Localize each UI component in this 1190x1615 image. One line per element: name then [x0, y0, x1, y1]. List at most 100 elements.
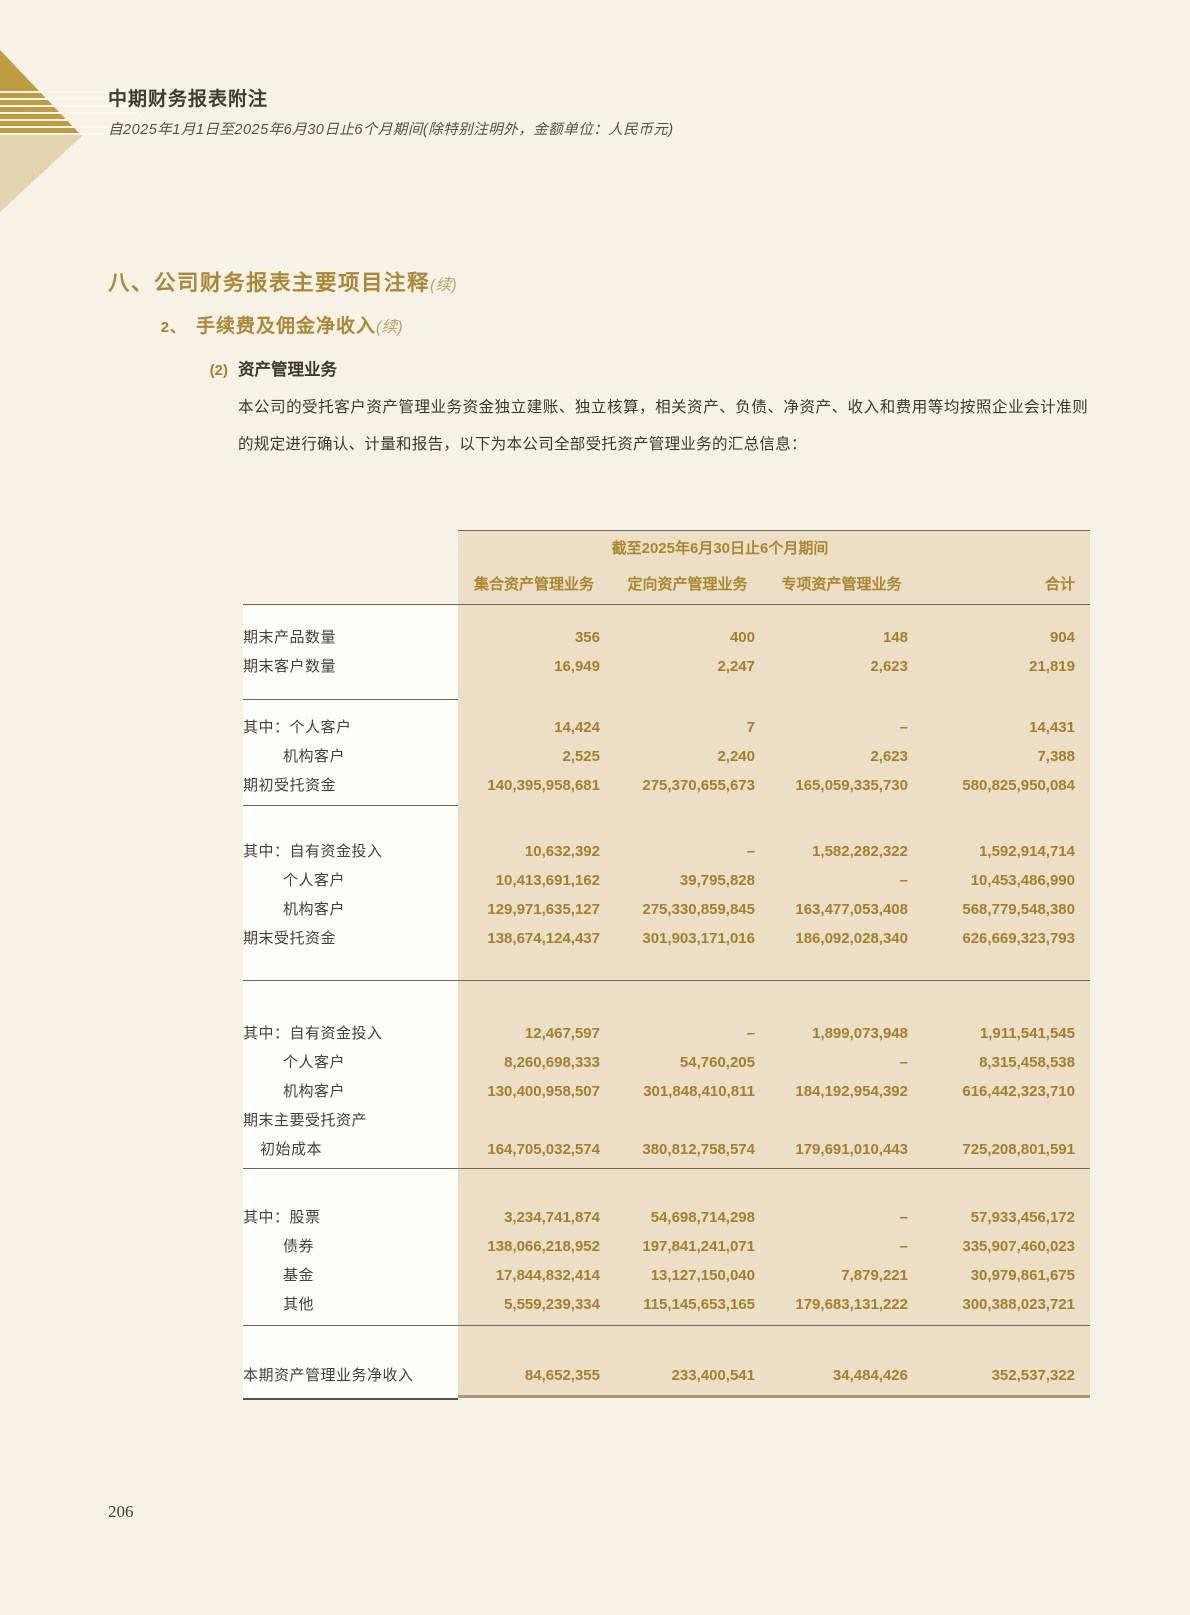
cell-value: 2,240 [717, 748, 755, 765]
cell-value: 12,467,597 [524, 1025, 600, 1042]
table-row-group: 其中：自有资金投入 10,632,392 – 1,582,282,322 1,592,9… [243, 806, 1090, 981]
table-row: 其中：自有资金投入 12,467,597 – 1,899,073,948 1,911,5… [243, 1019, 1090, 1048]
cell-value: 179,691,010,443 [795, 1141, 908, 1158]
row-label: 机构客户 [283, 1083, 346, 1100]
cell-value: 184,192,954,392 [795, 1083, 908, 1100]
cell-value: 14,431 [1029, 719, 1075, 736]
table-label-column-background [243, 606, 458, 1398]
table-row-group: 其中：股票 3,234,741,874 54,698,714,298 – 57,933,… [243, 1169, 1090, 1326]
cell-value: 164,705,032,574 [487, 1141, 600, 1158]
cell-value: 186,092,028,340 [795, 930, 908, 947]
section-title: 八、公司财务报表主要项目注释 [108, 271, 431, 295]
cell-value: 335,907,460,023 [962, 1238, 1075, 1255]
cell-value: 39,795,828 [679, 872, 755, 889]
table-header: 截至2025年6月30日止6个月期间 集合资产管理业务 定向资产管理业务 专项资… [243, 530, 1090, 605]
cell-value: 10,413,691,162 [495, 872, 600, 889]
cell-value: 1,899,073,948 [812, 1025, 908, 1042]
cell-value: 17,844,832,414 [495, 1267, 600, 1284]
cell-value: 626,669,323,793 [962, 930, 1075, 947]
row-label: 个人客户 [283, 872, 346, 889]
cell-value: 2,623 [870, 748, 908, 765]
cell-value: 148 [882, 629, 908, 646]
cell-value: 30,979,861,675 [970, 1267, 1075, 1284]
cell-value: 8,260,698,333 [504, 1054, 600, 1071]
table-row: 本期资产管理业务净收入 84,652,355 233,400,541 34,484,4… [243, 1361, 1090, 1390]
table-row: 其他 5,559,239,334 115,145,653,165 179,683,13… [243, 1290, 1090, 1319]
cell-value: 5,559,239,334 [504, 1296, 600, 1313]
section-heading: 八、公司财务报表主要项目注释(续) [108, 266, 457, 297]
cell-value: 7,879,221 [841, 1267, 908, 1284]
cell-value: 14,424 [554, 719, 600, 736]
row-label: 期末主要受托资产 [243, 1112, 368, 1129]
row-label: 其中：个人客户 [243, 719, 352, 736]
item-title: 资产管理业务 [238, 361, 337, 379]
table-row: 期末产品数量 356 400 148 904 [243, 623, 1090, 652]
row-label: 期末产品数量 [243, 629, 337, 646]
corner-decoration [0, 0, 240, 230]
cell-value: 54,698,714,298 [650, 1209, 755, 1226]
cell-value: – [746, 843, 755, 860]
cell-value: 163,477,053,408 [795, 901, 908, 918]
table-row: 其中：个人客户 14,424 7 – 14,431 [243, 713, 1090, 742]
column-header-total: 合计 [1044, 576, 1075, 593]
cell-value: 138,066,218,952 [487, 1238, 600, 1255]
cell-value: 725,208,801,591 [962, 1141, 1075, 1158]
cell-value: – [899, 872, 908, 889]
item-heading: (2) 资产管理业务 [196, 356, 337, 380]
intro-paragraph: 本公司的受托客户资产管理业务资金独立建账、独立核算，相关资产、负债、净资产、收入… [238, 399, 1088, 453]
cell-value: 16,949 [554, 658, 600, 675]
table-row: 期末受托资金 138,674,124,437 301,903,171,016 186,… [243, 924, 1090, 953]
row-label: 债券 [283, 1238, 315, 1255]
subsection-heading: 2、 手续费及佣金净收入(续) [153, 311, 403, 338]
cell-value: 21,819 [1029, 658, 1075, 675]
cell-value: 301,903,171,016 [642, 930, 755, 947]
row-label: 机构客户 [283, 901, 346, 918]
table-row: 其中：自有资金投入 10,632,392 – 1,582,282,322 1,592,9… [243, 837, 1090, 866]
cell-value: 115,145,653,165 [643, 1296, 755, 1313]
cell-value: 34,484,426 [832, 1367, 908, 1384]
table-body: 期末产品数量 356 400 148 904 期末客户数量 16,949 2,247 2,623… [243, 605, 1090, 1400]
cell-value: 2,623 [870, 658, 908, 675]
table-row: 债券 138,066,218,952 197,841,241,071 – 335,907… [243, 1232, 1090, 1261]
cell-value: 3,234,741,874 [504, 1209, 600, 1226]
cell-value: – [746, 1025, 755, 1042]
cell-value: 1,592,914,714 [979, 843, 1075, 860]
row-label: 期末受托资金 [243, 930, 337, 947]
cell-value: 904 [1049, 629, 1075, 646]
page-number: 206 [108, 1502, 134, 1521]
table-row: 期末主要受托资产 [243, 1106, 1090, 1135]
cell-value: 380,812,758,574 [642, 1141, 755, 1158]
subsection-title: 手续费及佣金净收入 [196, 316, 377, 337]
cell-value: 2,247 [717, 658, 755, 675]
table-row-group: 其中：自有资金投入 12,467,597 – 1,899,073,948 1,911,5… [243, 981, 1090, 1169]
cell-value: 580,825,950,084 [962, 777, 1075, 794]
table-row: 其中：股票 3,234,741,874 54,698,714,298 – 57,933,… [243, 1203, 1090, 1232]
row-label: 其中：自有资金投入 [243, 1025, 383, 1042]
cell-value: 568,779,548,380 [962, 901, 1075, 918]
cell-value: 165,059,335,730 [795, 777, 908, 794]
cell-value: 275,330,859,845 [642, 901, 755, 918]
row-label: 本期资产管理业务净收入 [243, 1367, 414, 1384]
cell-value: – [899, 1238, 908, 1255]
cell-value [610, 1106, 765, 1135]
cell-value [765, 1106, 918, 1135]
cell-value: 1,582,282,322 [812, 843, 908, 860]
table-row-group: 本期资产管理业务净收入 84,652,355 233,400,541 34,484,4… [243, 1326, 1090, 1400]
cell-value: 8,315,458,538 [979, 1054, 1075, 1071]
table-row: 期初受托资金 140,395,958,681 275,370,655,673 165,… [243, 771, 1090, 800]
page-title: 中期财务报表附注 [108, 89, 269, 110]
cell-value: 10,453,486,990 [970, 872, 1075, 889]
table-row: 期末客户数量 16,949 2,247 2,623 21,819 [243, 652, 1090, 681]
cell-value [458, 1106, 610, 1135]
tan-triangle-icon [0, 134, 84, 212]
cell-value: 84,652,355 [524, 1367, 600, 1384]
cell-value: 1,911,541,545 [979, 1025, 1075, 1042]
cell-value: 130,400,958,507 [487, 1083, 600, 1100]
page-subtitle: 自2025年1月1日至2025年6月30日止6个月期间(除特别注明外，金额单位：… [108, 122, 674, 138]
table-row: 个人客户 8,260,698,333 54,760,205 – 8,315,458,53… [243, 1048, 1090, 1077]
column-headers: 集合资产管理业务 定向资产管理业务 专项资产管理业务 合计 [243, 562, 1090, 605]
section-continued-marker: (续) [430, 277, 457, 294]
cell-value: 7,388 [1037, 748, 1075, 765]
cell-value [918, 1106, 1090, 1135]
